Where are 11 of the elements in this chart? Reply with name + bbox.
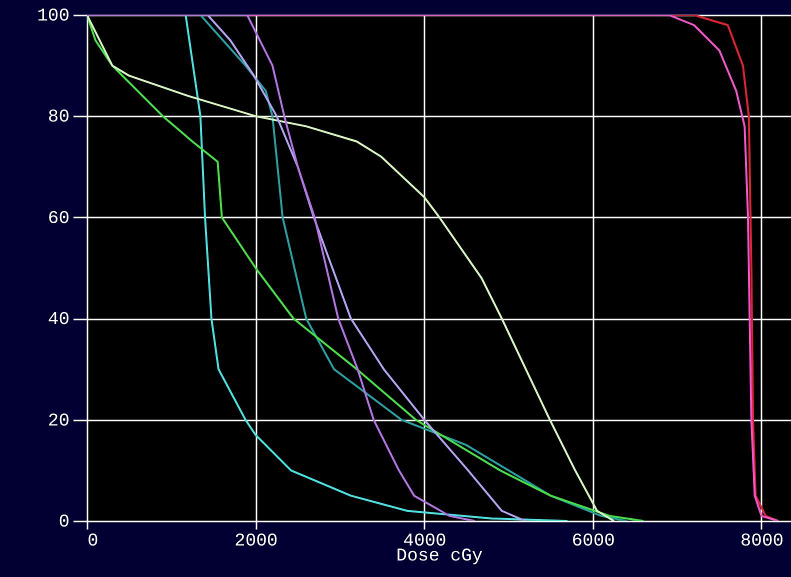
x-tick-label: 8000 (740, 532, 784, 552)
y-tick-label: 60 (48, 208, 70, 229)
y-tick-label: 100 (37, 6, 70, 26)
x-tick-label: 0 (88, 532, 98, 552)
x-tick-label: 2000 (234, 532, 278, 552)
y-tick-label: 20 (48, 411, 70, 432)
x-axis-title: Dose cGy (396, 546, 483, 566)
y-tick-label: 80 (48, 108, 70, 128)
y-tick-label: 0 (58, 512, 70, 532)
y-tick-label: 40 (48, 310, 70, 330)
x-tick-label: 6000 (572, 532, 615, 552)
